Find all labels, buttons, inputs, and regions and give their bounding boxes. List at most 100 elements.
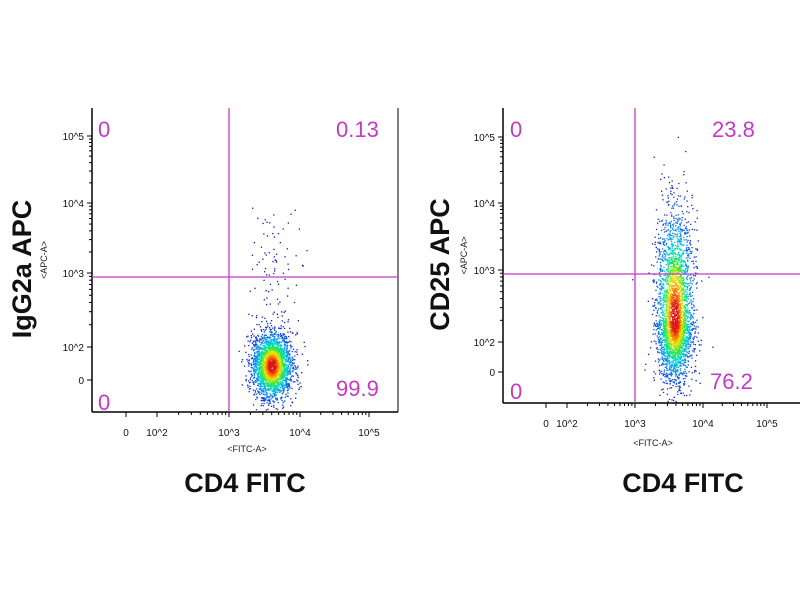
event-dot: [260, 356, 263, 359]
event-dot: [681, 277, 683, 280]
event-dot: [656, 322, 658, 325]
event-dot: [667, 296, 669, 298]
event-dot: [690, 318, 692, 321]
event-dot: [257, 335, 260, 337]
event-dot: [662, 359, 664, 361]
event-dot: [282, 351, 285, 353]
event-dot: [657, 310, 659, 312]
event-dot: [662, 339, 664, 341]
event-dot: [267, 383, 269, 385]
event-dot: [687, 313, 690, 315]
event-dot: [659, 264, 662, 266]
event-dot: [690, 314, 693, 317]
event-dot: [666, 375, 669, 377]
event-dot: [663, 177, 665, 179]
event-dot: [687, 340, 689, 342]
event-dot: [661, 306, 663, 308]
event-dot: [658, 340, 660, 342]
event-dot: [277, 361, 279, 363]
event-dot: [683, 339, 685, 342]
event-dot: [665, 315, 667, 317]
event-dot: [283, 358, 285, 360]
event-dot: [673, 382, 675, 384]
event-dot: [666, 253, 669, 256]
event-dot: [678, 230, 680, 232]
event-dot: [688, 229, 690, 231]
event-dot: [264, 374, 266, 376]
event-dot: [252, 369, 255, 371]
event-dot: [670, 345, 672, 347]
event-dot: [245, 375, 247, 377]
event-dot: [671, 335, 673, 338]
event-dot: [675, 373, 678, 376]
event-dot: [668, 344, 670, 346]
event-dot: [266, 363, 268, 365]
event-dot: [264, 334, 267, 336]
event-dot: [696, 336, 698, 338]
event-dot: [689, 287, 692, 289]
event-dot: [273, 343, 275, 345]
event-dot: [274, 373, 276, 375]
event-dot: [658, 296, 660, 298]
event-dot: [264, 394, 266, 396]
event-dot: [283, 406, 285, 408]
event-dot: [657, 233, 660, 235]
event-dot: [679, 248, 681, 250]
event-dot: [666, 261, 669, 264]
event-dot: [296, 349, 298, 351]
event-dot: [288, 371, 290, 373]
event-dot: [263, 328, 265, 331]
event-dot: [290, 361, 292, 363]
event-dot: [672, 232, 674, 234]
event-dot: [666, 290, 668, 293]
event-dot: [261, 347, 263, 349]
event-dot: [670, 234, 672, 236]
event-dot: [655, 256, 657, 258]
event-dot: [268, 291, 270, 293]
event-dot: [684, 368, 686, 370]
event-dot: [268, 381, 270, 384]
event-dot: [264, 398, 266, 400]
event-dot: [663, 371, 665, 373]
event-dot: [664, 329, 666, 332]
event-dot: [285, 359, 287, 361]
event-dot: [250, 339, 252, 341]
event-dot: [274, 348, 276, 350]
event-dot: [667, 376, 669, 378]
event-dot: [659, 288, 661, 290]
event-dot: [253, 394, 255, 396]
event-dot: [681, 346, 683, 348]
event-dot: [658, 369, 661, 371]
event-dot: [287, 373, 289, 376]
event-dot: [685, 312, 687, 314]
event-dot: [663, 278, 665, 280]
event-dot: [663, 345, 665, 348]
event-dot: [662, 286, 664, 288]
event-dot: [269, 384, 272, 387]
event-dot: [277, 351, 279, 353]
event-dot: [266, 396, 268, 398]
event-dot: [277, 366, 279, 368]
event-dot: [292, 366, 295, 368]
event-dot: [270, 364, 272, 366]
quadrant-value-lower-right: 99.9: [336, 376, 379, 401]
event-dot: [282, 401, 284, 404]
event-dot: [679, 380, 681, 383]
event-dot: [677, 264, 679, 266]
event-dot: [264, 345, 266, 347]
event-dot: [269, 340, 271, 343]
event-dot: [264, 356, 266, 358]
event-dot: [677, 362, 679, 364]
event-dot: [281, 377, 283, 379]
event-dot: [683, 299, 685, 302]
event-dot: [273, 340, 276, 342]
event-dot: [254, 391, 256, 393]
event-dot: [280, 397, 283, 399]
event-dot: [280, 356, 282, 358]
event-dot: [273, 380, 275, 382]
event-dot: [673, 399, 675, 402]
event-dot: [678, 352, 680, 354]
event-dot: [665, 281, 667, 283]
event-dot: [270, 336, 272, 339]
event-dot: [678, 258, 680, 260]
